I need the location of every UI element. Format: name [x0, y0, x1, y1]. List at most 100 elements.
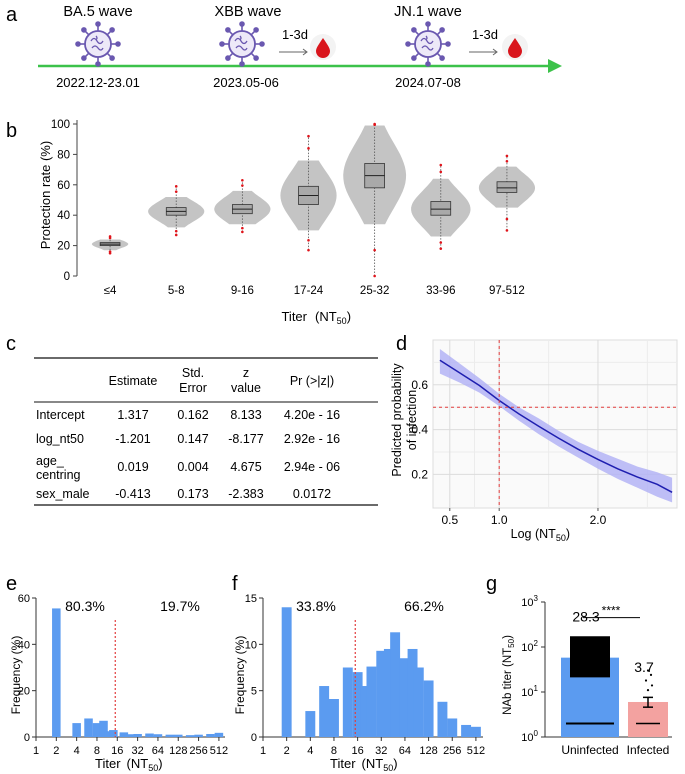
x-tick-label: 9-16: [231, 285, 254, 297]
data-point: [644, 679, 648, 682]
data-point: [650, 684, 654, 687]
table-cell: 1.317: [117, 408, 148, 422]
bar-256: [447, 718, 458, 737]
x-tick-label: 32: [131, 745, 143, 757]
table-cell: 0.147: [177, 432, 208, 446]
table-cell: 0.019: [117, 460, 148, 474]
panel-b-xlabel-unit: (NT50): [315, 309, 351, 326]
panel-d-logistic-curve: Predicted probability of infection Log (…: [390, 339, 678, 543]
bar-16: [352, 672, 363, 737]
wave-name-xbb: XBB wave: [215, 4, 282, 20]
x-tick-label: 17-24: [294, 285, 324, 297]
bar-384: [461, 724, 472, 737]
x-tick-label: ≤4: [104, 285, 117, 297]
bar-48: [390, 632, 401, 737]
table-cell: 4.20e - 16: [284, 408, 340, 422]
y-tick-label: 0.4: [411, 423, 428, 437]
panel-d-ylabel-line2: of infection: [405, 390, 419, 451]
bar-10: [99, 720, 108, 737]
x-tick-label: 512: [467, 745, 485, 757]
x-tick-label: 0.5: [441, 513, 458, 527]
x-tick-label: 97-512: [489, 285, 525, 297]
panel-f-left-percent: 33.8%: [296, 598, 336, 614]
table-cell: 0.162: [177, 408, 208, 422]
bar-32: [376, 650, 387, 737]
y-tick-label: 100: [51, 119, 70, 131]
x-tick-label: 5-8: [168, 285, 185, 297]
panel-label-a: a: [6, 4, 18, 26]
bar-512: [470, 726, 481, 737]
outlier-point: [439, 170, 443, 174]
y-tick-label: 60: [57, 180, 70, 192]
bar-12: [104, 731, 114, 737]
panel-e-ylabel: Frequency (%): [9, 636, 23, 715]
bar-6: [84, 718, 93, 737]
bar-8: [92, 723, 102, 737]
panel-f-ylabel: Frequency (%): [233, 636, 247, 715]
outlier-point: [174, 233, 178, 237]
outlier-point: [439, 241, 443, 244]
panel-b-xlabel: Titer: [281, 309, 307, 324]
panel-d-ylabel-line1: Predicted probability: [390, 363, 404, 477]
outlier-point: [505, 159, 509, 163]
outlier-point: [108, 236, 112, 240]
bar-192: [185, 735, 195, 737]
x-tick-label: 2.0: [590, 513, 607, 527]
outlier-point: [307, 134, 310, 138]
data-point: [646, 689, 650, 692]
outlier-point: [373, 123, 376, 127]
panel-g-ylabel: NAb titer (NT50): [502, 635, 516, 715]
virus-icon: [219, 21, 265, 67]
outlier-point: [108, 250, 112, 253]
data-point: [649, 673, 653, 676]
data-point: [646, 669, 650, 672]
y-tick-label: 0.2: [411, 467, 428, 481]
table-cell: 0.173: [177, 487, 208, 501]
bar-32: [133, 733, 142, 737]
bar-2: [281, 607, 292, 737]
table-cell: 0.004: [177, 460, 208, 474]
confidence-band: [439, 349, 673, 503]
x-tick-label: Infected: [627, 743, 670, 757]
y-tick-label: 102: [521, 639, 538, 654]
blood-drop-icon: [310, 34, 336, 60]
panel-f-histogram: Frequency (%) Titer (NT50) 33.8% 66.2% 0 5…: [233, 593, 485, 773]
x-tick-label: 8: [331, 745, 337, 757]
significance-label: ****: [602, 604, 621, 618]
x-tick-label: 1: [260, 745, 266, 757]
outlier-point: [373, 274, 376, 278]
table-row-name: log_nt50: [36, 432, 84, 446]
outlier-point: [174, 185, 178, 188]
bar-256: [194, 734, 203, 737]
panel-e-left-percent: 80.3%: [65, 598, 105, 614]
table-header: Pr (>|z|): [290, 374, 334, 388]
x-tick-label: 256: [443, 745, 461, 757]
table-cell: 0.0172: [293, 487, 331, 501]
x-tick-label: 1: [33, 745, 39, 757]
x-tick-label: 4: [307, 745, 313, 757]
bar-12: [342, 667, 353, 737]
panel-f-right-percent: 66.2%: [404, 598, 444, 614]
x-tick-label: 64: [399, 745, 411, 757]
y-tick-label: 5: [251, 686, 257, 698]
interval-arrowhead-1: [302, 48, 308, 56]
bar-128: [173, 734, 183, 737]
x-tick-label: 33-96: [426, 285, 455, 297]
bar-512: [214, 732, 224, 737]
bar-192: [437, 701, 448, 737]
outlier-point: [505, 229, 509, 232]
outlier-point: [241, 178, 244, 182]
panel-a-timeline: BA.5 wave 2022.12-23.01 XBB wave 2023.05…: [38, 4, 562, 90]
bar-4: [305, 711, 316, 737]
outlier-point: [307, 248, 310, 252]
x-tick-label: 32: [375, 745, 387, 757]
panel-label-d: d: [396, 333, 407, 355]
bar-48: [145, 733, 154, 737]
x-tick-label: 128: [419, 745, 437, 757]
outlier-point: [505, 154, 509, 158]
y-tick-label: 10: [245, 639, 257, 651]
panel-label-f: f: [232, 573, 238, 595]
bar-24: [124, 734, 134, 737]
panel-g-titer-bars: NAb titer (NT50) 100 101 102 103 Uninfected 2…: [502, 594, 672, 757]
bar-8: [329, 699, 339, 737]
